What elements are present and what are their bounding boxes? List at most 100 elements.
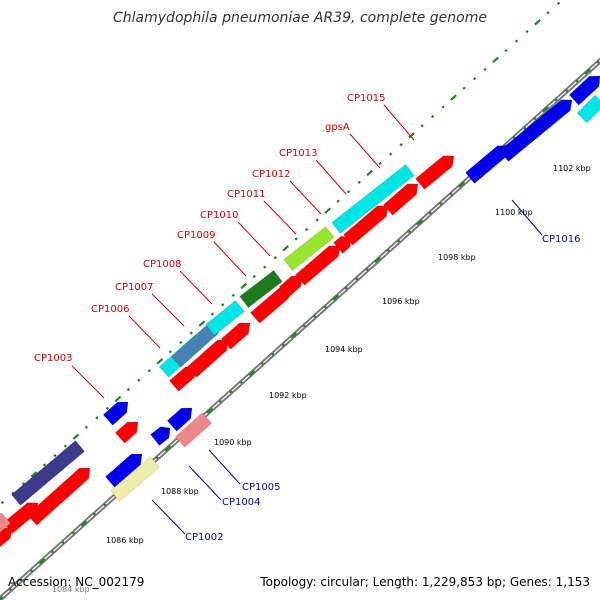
scale-tick	[137, 378, 141, 382]
feature-cyan-right	[576, 94, 600, 124]
scale-tick	[84, 425, 89, 429]
scale-tick	[430, 114, 435, 119]
gene-features	[0, 75, 600, 548]
scale-tick	[11, 491, 15, 495]
scale-tick	[438, 201, 443, 206]
scale-tick	[156, 358, 164, 365]
scale-tick	[179, 340, 183, 345]
feature-red-cp1015	[415, 155, 455, 190]
feature-cyan-cp1008	[205, 300, 245, 336]
tick-label-1094: 1094 kbp	[325, 345, 363, 354]
scale-tick	[344, 286, 348, 290]
leader-cp1015	[383, 104, 415, 141]
feature-blue-cp1016b	[499, 99, 573, 162]
scale-tick	[103, 503, 107, 507]
scale-tick	[534, 19, 541, 26]
scale-tick	[420, 124, 424, 128]
scale-tick	[38, 558, 46, 565]
gene-label-cp1015: CP1015	[347, 93, 385, 104]
scale-tick	[30, 471, 38, 478]
scale-tick	[105, 406, 110, 411]
scale-tick	[42, 463, 47, 467]
scale-tick	[61, 540, 65, 545]
tick-label-1102: 1102 kbp	[553, 164, 591, 173]
scale-tick	[210, 312, 214, 316]
scale-tick	[546, 11, 550, 15]
tick-label-1090: 1090 kbp	[214, 438, 252, 447]
scale-tick	[556, 1, 561, 6]
feature-red-cp1011	[295, 245, 341, 286]
leader-cp1002	[151, 499, 186, 535]
gene-label-cp1012: CP1012	[252, 169, 290, 180]
scale-tick	[281, 343, 285, 347]
scale-tick	[240, 282, 248, 290]
feature-cyan-gpsa	[331, 164, 415, 234]
scale-tick	[399, 143, 403, 147]
scale-tick	[0, 595, 4, 600]
scale-tick	[72, 433, 80, 440]
feature-red-cp1003	[114, 421, 139, 444]
scale-tick	[21, 482, 26, 486]
scale-tick	[206, 407, 214, 414]
feature-pink-left	[0, 512, 12, 533]
scale-tick	[449, 192, 453, 196]
scale-tick	[533, 116, 537, 121]
scale-tick	[53, 453, 57, 458]
scale-tick	[525, 29, 529, 34]
feature-blue-cp1003	[102, 401, 129, 426]
genome-backbone	[0, 57, 600, 600]
scale-tick	[263, 265, 267, 269]
scale-tick	[294, 237, 298, 241]
feature-blue-cp1002	[104, 453, 143, 488]
gene-label-cp1013: CP1013	[279, 148, 317, 159]
tick-label-1084: 1084 kbp	[52, 585, 90, 594]
reverse-gene-labels: CP1002 CP1004 CP1005 CP1016	[185, 234, 580, 543]
scale-tick	[92, 512, 97, 516]
scale-tick	[584, 68, 591, 75]
scale-tick	[388, 152, 393, 156]
scale-track-outer	[0, 1, 561, 505]
scale-tick	[416, 219, 423, 226]
leader-cp1011	[263, 200, 297, 235]
scale-tick	[0, 500, 5, 505]
feature-blue-cp1016a	[465, 145, 509, 184]
scale-tick	[198, 320, 206, 327]
scale-tick	[366, 169, 373, 177]
scale-tick	[512, 135, 516, 140]
summary-text: Topology: circular; Length: 1,229,853 bp…	[259, 575, 590, 589]
scale-tick	[50, 550, 55, 554]
scale-tick	[95, 416, 99, 420]
feature-blue-right	[568, 75, 600, 106]
scale-tick	[483, 67, 487, 71]
scale-tick	[282, 245, 290, 252]
scale-tick	[305, 227, 309, 232]
scale-tick	[472, 77, 477, 81]
gene-label-cp1008: CP1008	[143, 259, 181, 270]
scale-tick	[229, 390, 233, 394]
scale-tick	[554, 98, 558, 102]
scale-tick	[492, 56, 499, 64]
gene-label-cp1007: CP1007	[115, 282, 153, 293]
gene-label-cp1010: CP1010	[200, 210, 238, 221]
scale-tick	[164, 445, 172, 452]
scale-tick	[575, 79, 579, 83]
scale-tick	[80, 520, 88, 527]
scale-tick	[302, 324, 306, 328]
scale-tick	[450, 94, 457, 101]
gene-label-cp1016: CP1016	[542, 234, 580, 245]
scale-tick	[168, 350, 173, 354]
leader-cp1005	[208, 449, 241, 485]
scale-tick	[189, 331, 193, 335]
accession-text: Accession: NC_002179	[8, 575, 144, 589]
feature-red-cp1006c	[220, 322, 251, 350]
scale-tick	[155, 456, 160, 460]
gene-label-cp1002: CP1002	[185, 532, 223, 543]
scale-tick	[313, 314, 317, 319]
leader-cp1016	[511, 199, 543, 236]
scale-tick	[248, 369, 256, 377]
leader-cp1009	[213, 241, 247, 277]
scale-tick	[514, 39, 519, 43]
gene-label-cp1011: CP1011	[227, 189, 265, 200]
scale-tick	[441, 105, 445, 109]
